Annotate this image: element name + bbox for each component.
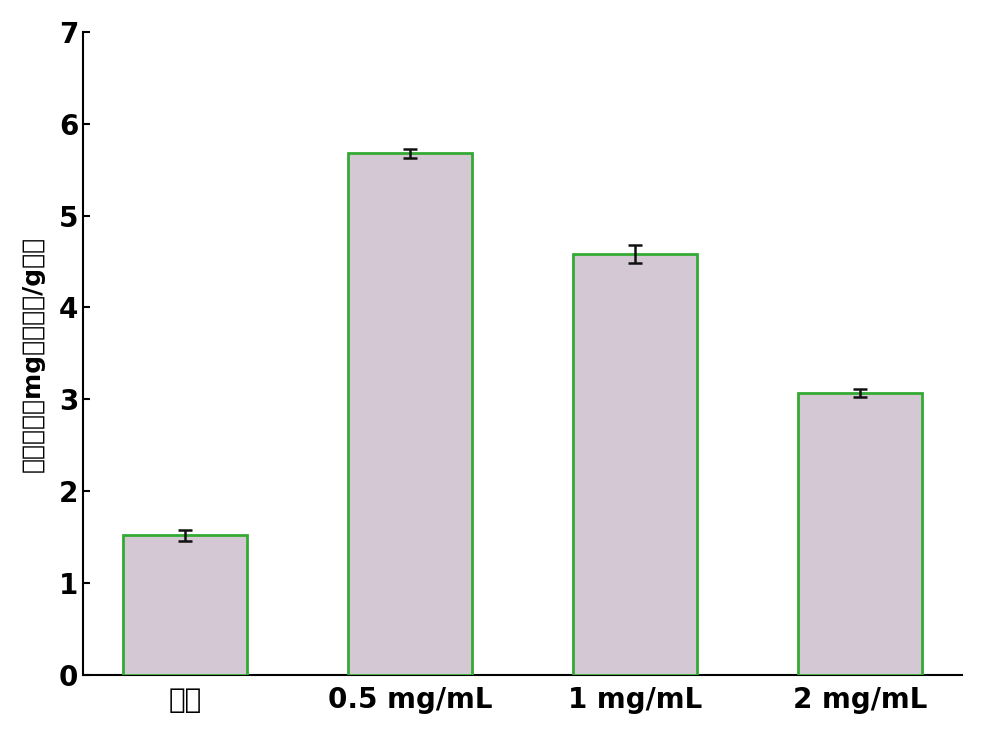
Bar (348, 153, 472, 675)
Bar (798, 393, 922, 675)
Bar (123, 535, 247, 675)
Bar (573, 254, 697, 675)
Y-axis label: 总酚含量（mg没食子酸/g膜）: 总酚含量（mg没食子酸/g膜） (21, 235, 45, 472)
